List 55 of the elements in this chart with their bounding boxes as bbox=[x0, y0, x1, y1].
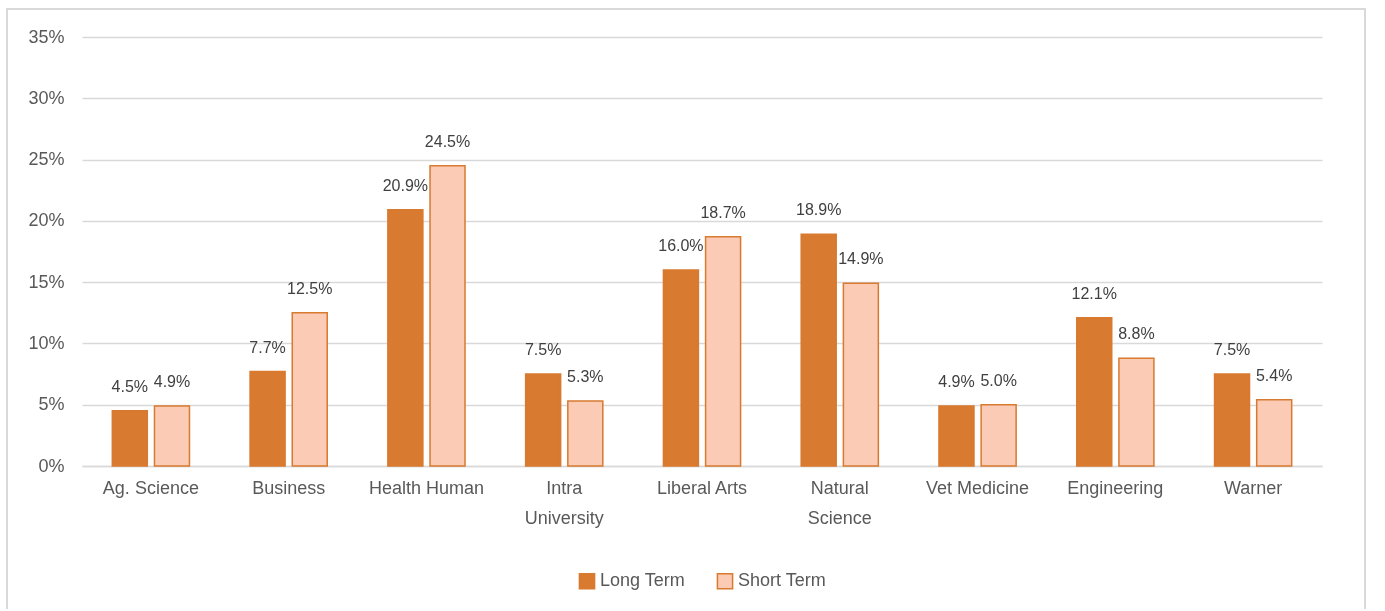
x-tick-label: Health Human bbox=[368, 477, 484, 498]
bar bbox=[980, 403, 1017, 467]
data-label: 18.9% bbox=[796, 201, 842, 219]
data-label: 5.4% bbox=[1255, 366, 1293, 384]
data-label: 4.9% bbox=[153, 372, 191, 390]
y-tick-label: 5% bbox=[38, 394, 65, 415]
bar bbox=[567, 400, 604, 467]
data-label: 20.9% bbox=[382, 176, 429, 194]
bar bbox=[387, 209, 424, 467]
y-tick-label: 35% bbox=[28, 26, 65, 47]
legend-label: Short Term bbox=[738, 570, 826, 591]
data-label: 7.7% bbox=[249, 338, 286, 356]
bar bbox=[704, 236, 742, 467]
bar bbox=[800, 233, 837, 467]
y-tick-label: 25% bbox=[28, 149, 65, 170]
y-tick-label: 0% bbox=[38, 455, 65, 476]
x-tick-label: Warner bbox=[1223, 477, 1283, 498]
legend-label: Long Term bbox=[600, 570, 685, 591]
x-tick-label: Ag. Science bbox=[102, 477, 199, 498]
data-label: 5.0% bbox=[980, 371, 1017, 389]
data-label: 4.9% bbox=[938, 372, 975, 390]
bar bbox=[249, 370, 286, 467]
y-tick-label: 15% bbox=[28, 271, 65, 292]
x-tick-label: Engineering bbox=[1067, 477, 1164, 498]
x-tick-label: Business bbox=[252, 477, 326, 498]
data-label: 12.5% bbox=[287, 279, 333, 297]
bar bbox=[111, 410, 149, 467]
data-label: 18.7% bbox=[700, 203, 746, 221]
bar bbox=[1076, 316, 1113, 467]
x-tick-label: Liberal Arts bbox=[656, 477, 748, 498]
bar bbox=[524, 373, 562, 467]
data-label: 4.5% bbox=[111, 377, 149, 395]
bar bbox=[1255, 399, 1293, 467]
y-tick-label: 10% bbox=[28, 332, 65, 353]
data-label: 5.3% bbox=[567, 368, 604, 386]
y-tick-label: 30% bbox=[28, 87, 65, 108]
bar bbox=[291, 312, 328, 467]
x-tick-label: Intra University bbox=[524, 477, 604, 528]
data-label: 16.0% bbox=[658, 236, 704, 254]
bar bbox=[938, 405, 975, 467]
data-label: 14.9% bbox=[838, 250, 884, 268]
bar bbox=[429, 164, 466, 467]
x-tick-label: Natural Science bbox=[807, 477, 872, 528]
bar bbox=[153, 405, 191, 467]
bar bbox=[662, 269, 700, 467]
data-label: 24.5% bbox=[424, 132, 471, 150]
data-label: 7.5% bbox=[524, 341, 562, 359]
x-tick-label: Vet Medicine bbox=[926, 477, 1030, 498]
bar bbox=[1213, 373, 1251, 467]
data-label: 12.1% bbox=[1071, 284, 1117, 302]
bar bbox=[1118, 357, 1155, 467]
data-label: 8.8% bbox=[1118, 325, 1155, 343]
bar bbox=[842, 282, 880, 467]
data-label: 7.5% bbox=[1213, 341, 1251, 359]
y-tick-label: 20% bbox=[28, 210, 65, 231]
